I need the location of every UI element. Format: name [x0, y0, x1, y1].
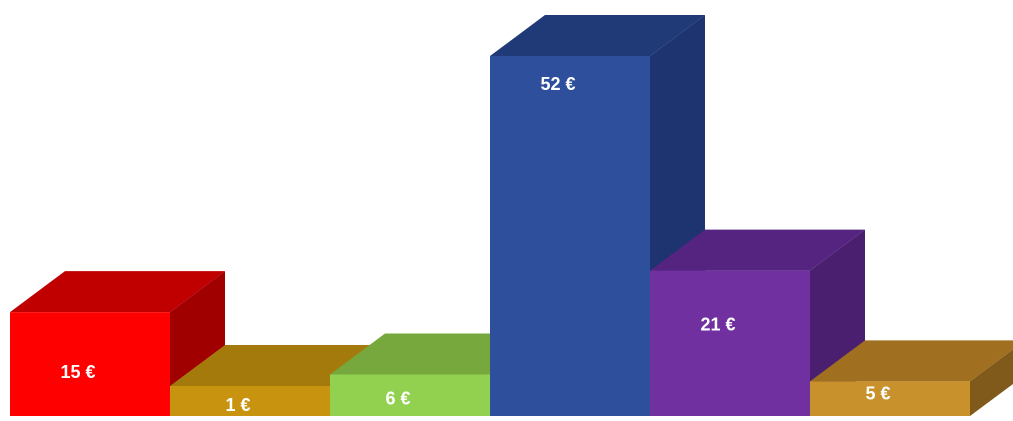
data-label-2: 1 € — [225, 395, 250, 415]
bar-top-1 — [10, 271, 225, 313]
data-label-4: 52 € — [540, 74, 575, 94]
bar-front-6 — [810, 381, 970, 416]
bar-4: 52 € — [490, 15, 705, 416]
bar-front-4 — [490, 56, 650, 416]
bar-front-2 — [170, 386, 330, 416]
data-label-1: 15 € — [60, 362, 95, 382]
data-label-5: 21 € — [700, 315, 735, 335]
bar-top-5 — [650, 229, 865, 271]
bar-side-6 — [970, 349, 1013, 416]
data-label-3: 6 € — [385, 388, 410, 408]
bar-front-3 — [330, 374, 490, 416]
bar-top-6 — [810, 340, 1013, 382]
bar-6: 5 € — [810, 340, 1013, 416]
bar-front-5 — [650, 270, 810, 416]
data-label-6: 5 € — [865, 383, 890, 403]
bar-top-4 — [490, 15, 705, 56]
bar-front-1 — [10, 312, 170, 416]
